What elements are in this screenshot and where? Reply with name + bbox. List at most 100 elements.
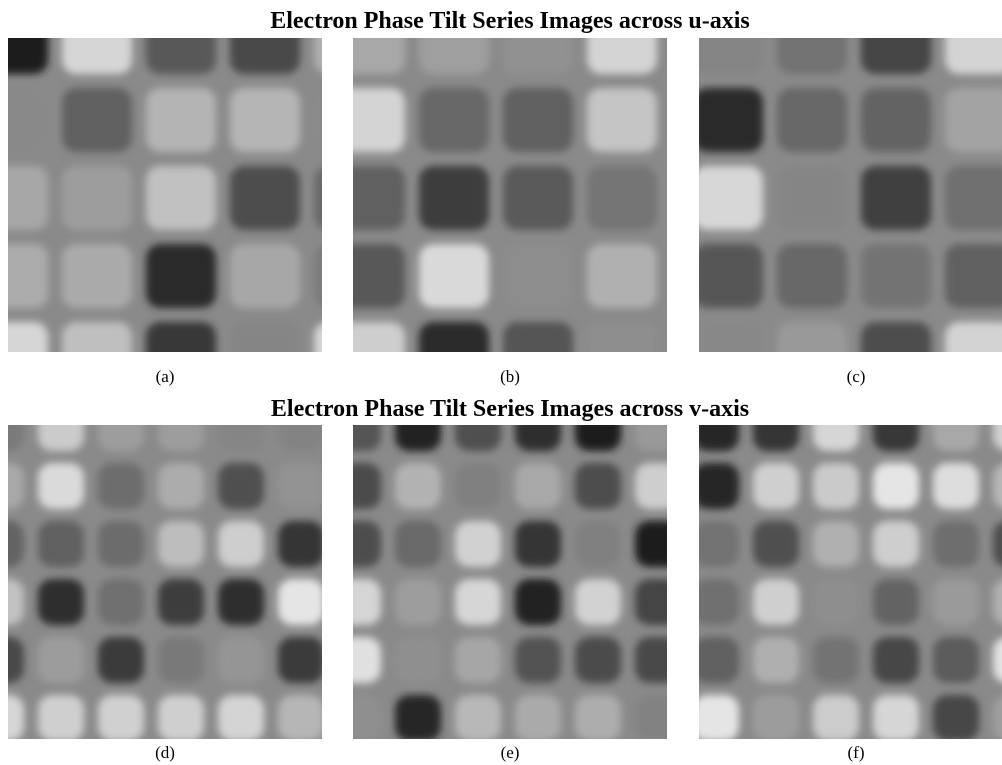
cell	[218, 521, 264, 567]
cell	[335, 695, 381, 741]
cell	[503, 244, 573, 308]
cell	[813, 579, 859, 625]
cell	[753, 579, 799, 625]
cell	[635, 463, 681, 509]
cell	[38, 405, 84, 451]
cell	[933, 579, 979, 625]
cell	[873, 463, 919, 509]
cell	[455, 637, 501, 683]
cell	[861, 10, 931, 74]
cell	[0, 463, 24, 509]
cell	[395, 695, 441, 741]
cell	[395, 637, 441, 683]
cell	[455, 521, 501, 567]
caption: (b)	[500, 367, 520, 386]
micrograph	[0, 405, 324, 741]
cell	[693, 695, 739, 741]
cell	[158, 521, 204, 567]
cell	[813, 463, 859, 509]
cell	[693, 322, 763, 386]
cell	[335, 244, 405, 308]
cell	[0, 521, 24, 567]
cell	[635, 521, 681, 567]
cell	[693, 244, 763, 308]
cell	[278, 695, 324, 741]
cell	[861, 322, 931, 386]
cell	[62, 322, 132, 386]
cell	[0, 405, 24, 451]
cell	[38, 637, 84, 683]
cell	[777, 244, 847, 308]
micrograph	[335, 10, 667, 386]
cell	[0, 166, 48, 230]
cell	[98, 405, 144, 451]
cell	[575, 637, 621, 683]
cell	[0, 579, 24, 625]
cell	[0, 695, 24, 741]
cell	[945, 88, 1002, 152]
caption: (f)	[848, 743, 865, 762]
cell	[945, 166, 1002, 230]
cell	[278, 521, 324, 567]
cell	[587, 166, 657, 230]
cell	[335, 463, 381, 509]
cell	[515, 637, 561, 683]
cell	[455, 695, 501, 741]
cell	[873, 579, 919, 625]
cell	[38, 521, 84, 567]
cell	[230, 88, 300, 152]
cell	[587, 322, 657, 386]
cell	[62, 10, 132, 74]
cell	[98, 637, 144, 683]
cell	[693, 637, 739, 683]
cell	[98, 579, 144, 625]
cell	[158, 637, 204, 683]
cell	[146, 88, 216, 152]
cell	[693, 579, 739, 625]
cell	[503, 88, 573, 152]
cell	[777, 166, 847, 230]
cell	[693, 521, 739, 567]
cell	[62, 166, 132, 230]
cell	[753, 463, 799, 509]
cell	[146, 10, 216, 74]
cell	[419, 244, 489, 308]
cell	[945, 244, 1002, 308]
cell	[218, 695, 264, 741]
cell	[218, 405, 264, 451]
cell	[933, 695, 979, 741]
cell	[98, 463, 144, 509]
cell	[0, 637, 24, 683]
cell	[813, 405, 859, 451]
cell	[933, 637, 979, 683]
cell	[335, 88, 405, 152]
cell	[158, 463, 204, 509]
cell	[813, 637, 859, 683]
row-title: Electron Phase Tilt Series Images across…	[270, 8, 750, 34]
cell	[395, 579, 441, 625]
cell	[230, 322, 300, 386]
cell	[38, 579, 84, 625]
cell	[515, 463, 561, 509]
cell	[62, 88, 132, 152]
cell	[278, 637, 324, 683]
caption: (d)	[155, 743, 175, 762]
cell	[587, 88, 657, 152]
cell	[503, 166, 573, 230]
cell	[873, 405, 919, 451]
cell	[158, 695, 204, 741]
cell	[635, 695, 681, 741]
cell	[158, 579, 204, 625]
cell	[861, 166, 931, 230]
cell	[230, 166, 300, 230]
cell	[455, 579, 501, 625]
cell	[419, 88, 489, 152]
cell	[933, 405, 979, 451]
cell	[98, 521, 144, 567]
cell	[278, 463, 324, 509]
cell	[575, 579, 621, 625]
cell	[515, 521, 561, 567]
cell	[515, 579, 561, 625]
cell	[753, 637, 799, 683]
cell	[587, 244, 657, 308]
